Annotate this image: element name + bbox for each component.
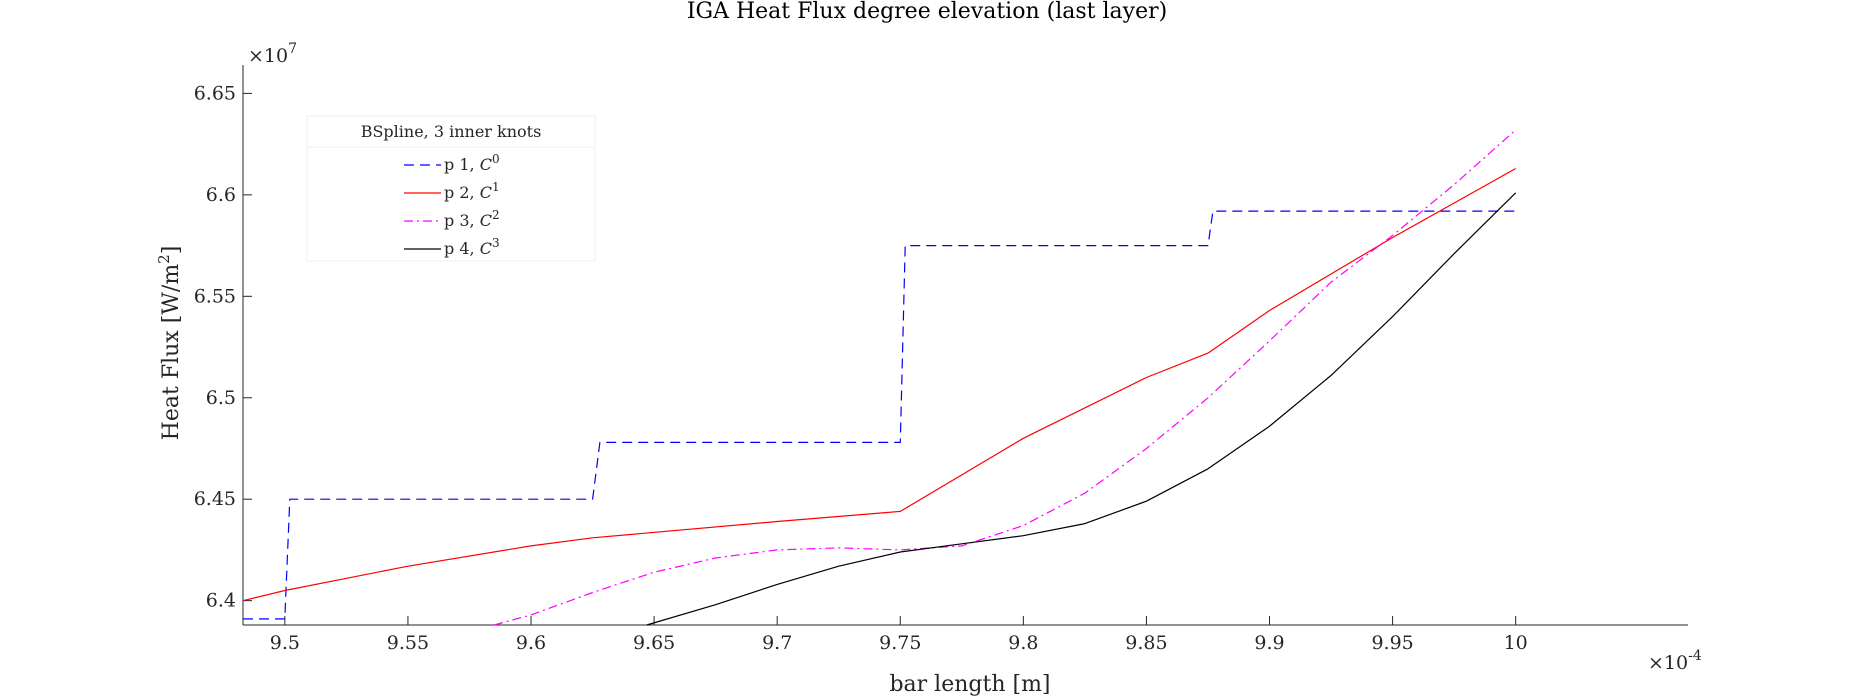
x-tick-label: 9.95	[1371, 632, 1413, 654]
x-tick-label: 9.55	[387, 632, 429, 654]
series-line-p4	[646, 192, 1517, 626]
chart-title: IGA Heat Flux degree elevation (last lay…	[687, 0, 1167, 24]
axes	[242, 65, 1688, 626]
legend-label-p1: p 1, C0	[444, 152, 500, 174]
x-tick-label: 9.85	[1125, 632, 1167, 654]
x-axis-multiplier: ×10-4	[1648, 648, 1702, 674]
legend-label-p2: p 2, C1	[444, 180, 500, 202]
x-tick-label: 9.9	[1254, 632, 1284, 654]
y-axis-multiplier: ×107	[248, 41, 297, 67]
plot-area	[242, 129, 1517, 626]
ticks: 9.5 9.55 9.6 9.65 9.7 9.75 9.8 9.85 9.9 9.95 10 6.4…	[194, 82, 1528, 654]
series-line-p2	[242, 167, 1516, 602]
x-tick-label: 9.75	[879, 632, 921, 654]
legend-title: BSpline, 3 inner knots	[361, 122, 542, 141]
y-tick-label: 6.4	[206, 590, 236, 612]
x-tick-label: 9.6	[516, 632, 546, 654]
y-tick-label: 6.6	[206, 184, 236, 206]
x-tick-label: 10	[1504, 632, 1528, 654]
y-tick-label: 6.65	[194, 82, 236, 104]
x-axis-label: bar length [m]	[889, 672, 1050, 697]
x-tick-label: 9.8	[1008, 632, 1038, 654]
series-line-p3	[493, 129, 1517, 626]
y-tick-label: 6.45	[194, 488, 236, 510]
y-tick-label: 6.55	[194, 285, 236, 307]
x-tick-label: 9.5	[270, 632, 300, 654]
y-axis-label: Heat Flux [W/m2]	[155, 246, 184, 441]
legend-label-p3: p 3, C2	[444, 208, 500, 230]
legend-label-p4: p 4, C3	[444, 236, 500, 258]
y-tick-label: 6.5	[206, 387, 236, 409]
x-tick-label: 9.65	[633, 632, 675, 654]
x-tick-label: 9.7	[762, 632, 792, 654]
series-line-p1	[243, 210, 1516, 620]
legend: BSpline, 3 inner knots p 1, C0 p 2, C1 p 3,…	[306, 115, 596, 262]
legend-box	[306, 115, 596, 262]
